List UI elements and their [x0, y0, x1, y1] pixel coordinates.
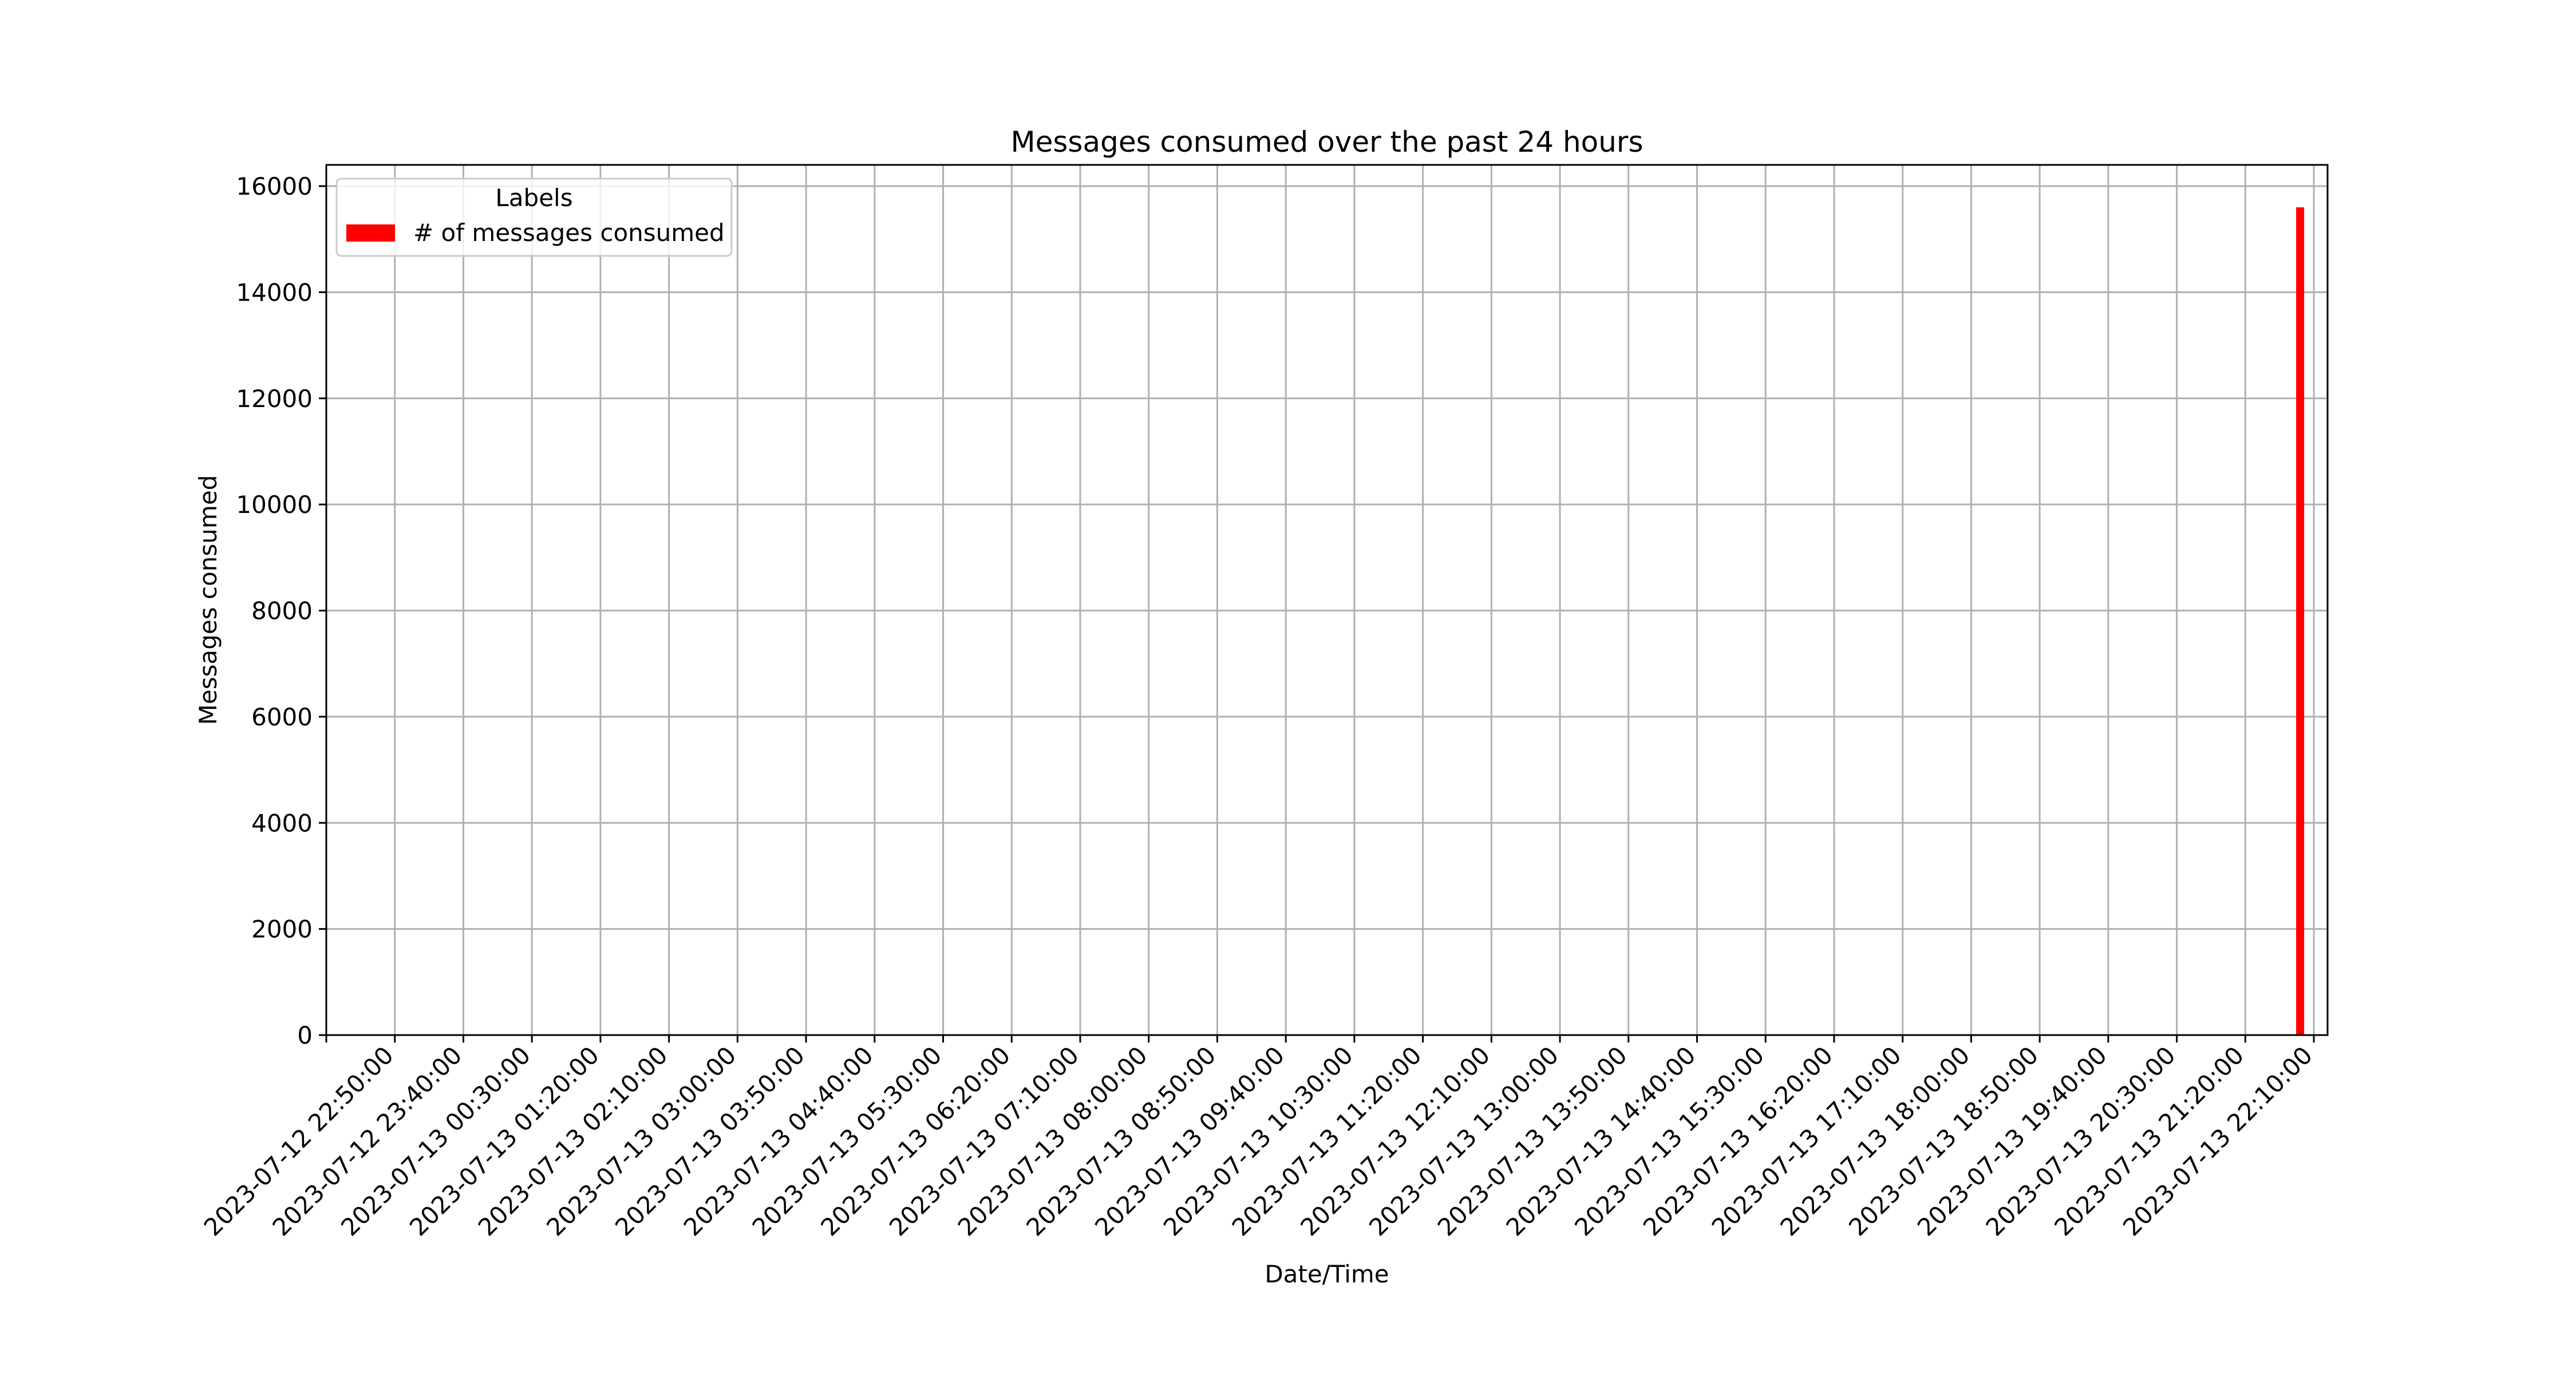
legend-swatch [346, 224, 395, 242]
y-tick-label: 8000 [251, 597, 313, 625]
y-tick-label: 4000 [251, 809, 313, 837]
y-tick-label: 10000 [236, 491, 313, 519]
legend-title: Labels [495, 184, 572, 212]
plot-frame [325, 164, 2329, 1036]
y-tick-label: 0 [297, 1021, 313, 1049]
legend-box [335, 177, 733, 257]
axes: 0200040006000800010000120001400016000202… [199, 172, 2318, 1241]
bars [2296, 207, 2305, 1035]
legend: Labels # of messages consumed [335, 177, 733, 257]
y-tick-label: 6000 [251, 703, 313, 731]
y-tick-label: 2000 [251, 915, 313, 943]
y-tick-label: 16000 [236, 172, 313, 200]
legend-label: # of messages consumed [413, 219, 725, 247]
y-tick-label: 12000 [236, 385, 313, 413]
bar [2296, 207, 2305, 1035]
y-tick-label: 14000 [236, 278, 313, 306]
x-axis-label: Date/Time [1265, 1260, 1389, 1288]
chart-title: Messages consumed over the past 24 hours [1010, 125, 1643, 159]
y-axis-label: Messages consumed [194, 475, 222, 725]
